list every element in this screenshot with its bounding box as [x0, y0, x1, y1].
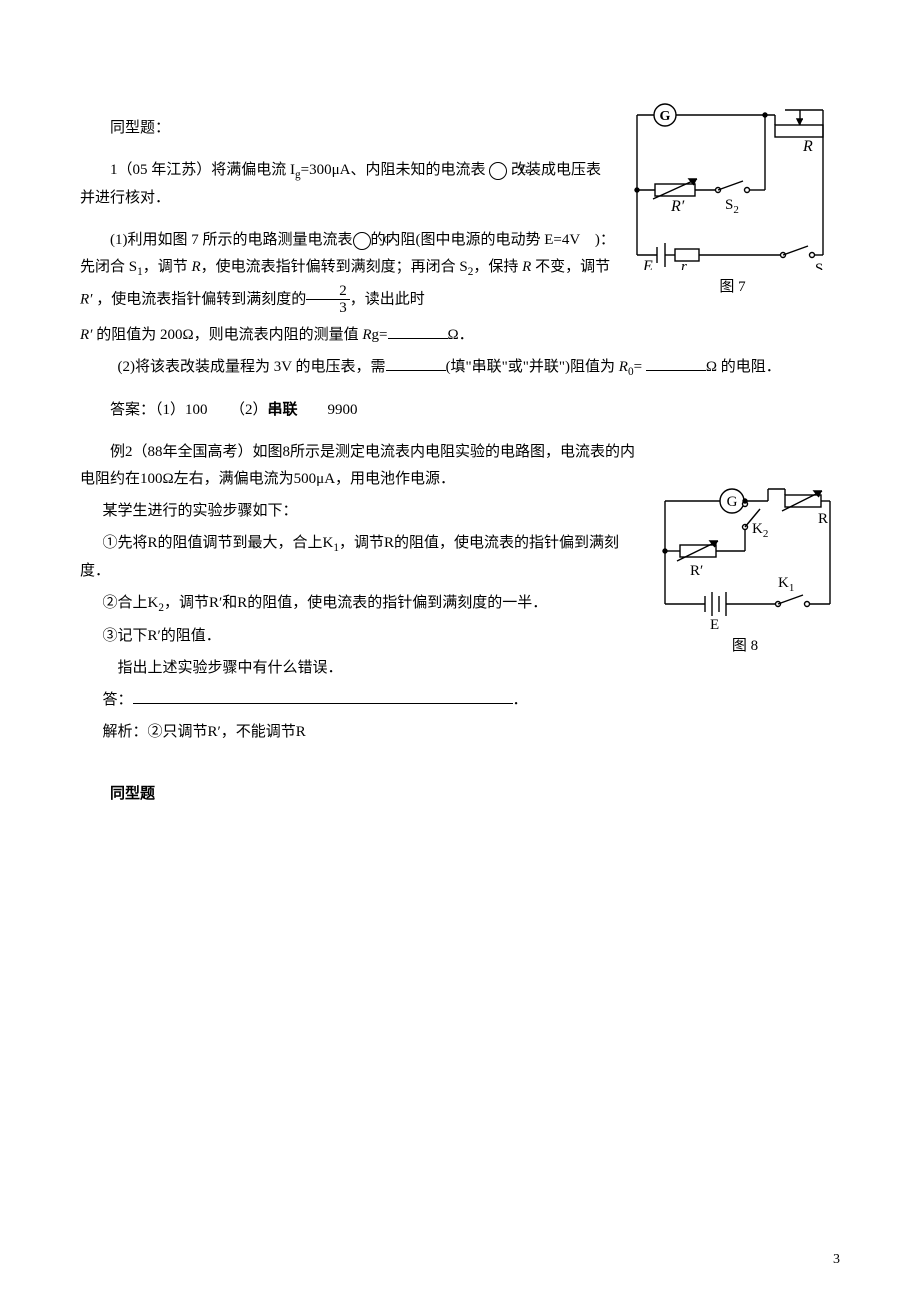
svg-text:r: r — [681, 259, 687, 270]
svg-text:S2: S2 — [725, 197, 739, 216]
example-2-analysis: 解析：②只调节R′，不能调节R — [80, 719, 840, 746]
figure-8: G R R′ K2 — [650, 479, 840, 660]
figure-8-caption: 图 8 — [650, 633, 840, 660]
footer-similar: 同型题 — [80, 781, 840, 808]
svg-text:R′: R′ — [690, 563, 703, 579]
blank-series — [386, 355, 446, 371]
blank-r0 — [646, 355, 706, 371]
problem-1-q1-cont: R′ 的阻值为 200Ω，则电流表内阻的测量值 Rg=Ω． — [80, 322, 840, 349]
problem-1-q2: (2)将该表改装成量程为 3V 的电压表，需(填"串联"或"并联")阻值为 R0… — [80, 354, 840, 382]
example-2-answer: 答：． — [80, 687, 840, 714]
blank-answer — [133, 688, 513, 704]
svg-text:R′: R′ — [670, 198, 685, 215]
svg-text:G: G — [660, 109, 671, 124]
blank-rg — [388, 323, 448, 339]
figure-7-caption: 图 7 — [625, 274, 840, 301]
galvanometer-icon: G — [353, 232, 371, 250]
figure-7: G R R′ S2 — [625, 95, 840, 301]
svg-text:E: E — [642, 258, 653, 270]
svg-text:K2: K2 — [752, 521, 768, 540]
svg-text:S1: S1 — [815, 261, 829, 270]
svg-text:R: R — [818, 511, 828, 527]
figure-8-svg: G R R′ K2 — [650, 479, 840, 629]
page-number: 3 — [833, 1247, 840, 1272]
svg-text:K1: K1 — [778, 575, 794, 594]
answer-1: 答案：（1）100 （2）串联 9900 — [80, 397, 840, 424]
figure-7-svg: G R R′ S2 — [625, 95, 840, 270]
galvanometer-icon: G — [489, 162, 507, 180]
svg-text:G: G — [727, 494, 738, 510]
svg-text:E: E — [710, 617, 719, 629]
svg-text:R: R — [802, 138, 813, 155]
